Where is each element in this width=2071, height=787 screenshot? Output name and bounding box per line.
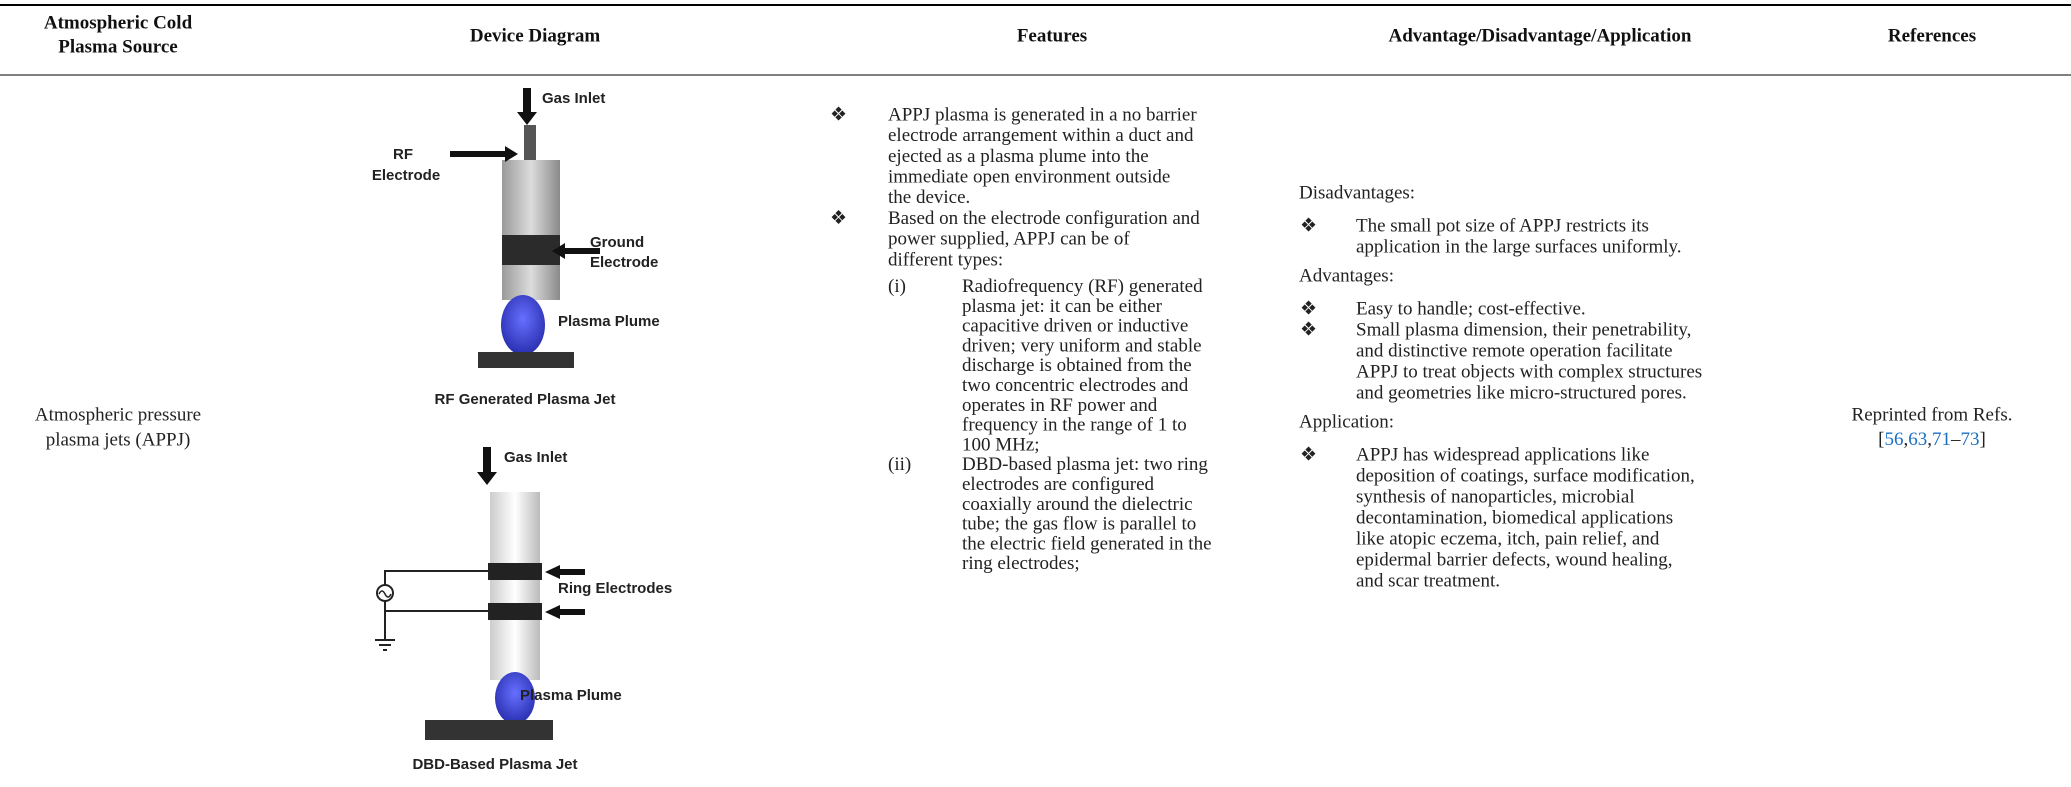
subitem-text: discharge is obtained from the <box>962 355 1192 376</box>
citation-punct: ] <box>1980 429 1986 450</box>
subitem-text: operates in RF power and <box>962 395 1158 416</box>
feature-text: different types: <box>888 249 1003 270</box>
analysis-text: APPJ has widespread applications like <box>1356 444 1649 465</box>
subitem-text: plasma jet: it can be either <box>962 296 1163 317</box>
rf-jet-drawing <box>450 88 600 368</box>
diagram-label: Plasma Plume <box>520 687 622 704</box>
subitem-text: electrodes are configured <box>962 474 1155 495</box>
diagram-label: Electrode <box>372 167 440 184</box>
diagram-caption: DBD-Based Plasma Jet <box>412 756 577 773</box>
diagram-label: Ring Electrodes <box>558 580 672 597</box>
reference-link[interactable]: 71 <box>1932 429 1951 450</box>
analysis-text: application in the large surfaces unifor… <box>1356 236 1682 257</box>
citation: [56,63,71–73] <box>1878 429 1986 450</box>
subitem-label: (ii) <box>888 454 911 475</box>
reference-link[interactable]: 73 <box>1961 429 1980 450</box>
subitem-text: the electric field generated in the <box>962 533 1212 554</box>
bullet: ❖ <box>1300 298 1317 319</box>
column-header: Features <box>1017 25 1087 46</box>
analysis-text: The small pot size of APPJ restricts its <box>1356 215 1649 236</box>
diagram-label: Gas Inlet <box>504 449 567 466</box>
diagram-label: Electrode <box>590 254 658 271</box>
diagram-label: Ground <box>590 234 644 251</box>
diagram-label: Gas Inlet <box>542 90 605 107</box>
diagram-label: Plasma Plume <box>558 313 660 330</box>
diagram-label: RF <box>393 146 413 163</box>
feature-text: the device. <box>888 187 970 208</box>
subitem-text: Radiofrequency (RF) generated <box>962 276 1203 297</box>
diagram-caption: RF Generated Plasma Jet <box>435 391 616 408</box>
bullet: ❖ <box>1300 215 1317 236</box>
reference-link[interactable]: 56 <box>1885 429 1904 450</box>
bullet: ❖ <box>1300 444 1317 465</box>
analysis-text: APPJ to treat objects with complex struc… <box>1356 361 1702 382</box>
analysis-text: and scar treatment. <box>1356 570 1500 591</box>
bullet: ❖ <box>830 104 847 125</box>
bullet: ❖ <box>830 208 847 229</box>
section-heading: Advantages: <box>1299 265 1394 286</box>
column-header: Advantage/Disadvantage/Application <box>1389 25 1692 46</box>
subitem-text: frequency in the range of 1 to <box>962 415 1187 436</box>
column-header: Plasma Source <box>58 36 177 57</box>
reference-text: Reprinted from Refs. <box>1852 404 2013 425</box>
source-name: Atmospheric pressure <box>35 404 201 425</box>
section-heading: Disadvantages: <box>1299 182 1415 203</box>
feature-text: ejected as a plasma plume into the <box>888 146 1149 167</box>
feature-text: APPJ plasma is generated in a no barrier <box>888 104 1197 125</box>
subitem-text: driven; very uniform and stable <box>962 335 1202 356</box>
dbd-jet-drawing <box>375 447 585 740</box>
analysis-text: deposition of coatings, surface modifica… <box>1356 465 1695 486</box>
subitem-text: two concentric electrodes and <box>962 375 1189 396</box>
analysis-text: and geometries like micro-structured por… <box>1356 382 1687 403</box>
citation-punct: – <box>1950 429 1961 450</box>
analysis-text: like atopic eczema, itch, pain relief, a… <box>1356 528 1660 549</box>
subitem-text: coaxially around the dielectric <box>962 494 1193 515</box>
section-heading: Application: <box>1299 411 1394 432</box>
reference-link[interactable]: 63 <box>1908 429 1927 450</box>
analysis-text: Small plasma dimension, their penetrabil… <box>1356 319 1691 340</box>
subitem-label: (i) <box>888 276 906 297</box>
column-header: Atmospheric Cold <box>44 12 193 33</box>
citation-punct: [ <box>1878 429 1884 450</box>
source-name: plasma jets (APPJ) <box>46 429 191 450</box>
analysis-text: epidermal barrier defects, wound healing… <box>1356 549 1673 570</box>
feature-text: electrode arrangement within a duct and <box>888 125 1194 146</box>
analysis-text: synthesis of nanoparticles, microbial <box>1356 486 1635 507</box>
citation-punct: , <box>1927 429 1932 450</box>
analysis-text: Easy to handle; cost-effective. <box>1356 298 1586 319</box>
column-header: References <box>1888 25 1976 46</box>
feature-text: immediate open environment outside <box>888 166 1170 187</box>
column-header: Device Diagram <box>470 25 600 46</box>
analysis-text: and distinctive remote operation facilit… <box>1356 340 1673 361</box>
subitem-text: DBD-based plasma jet: two ring <box>962 454 1208 475</box>
subitem-text: 100 MHz; <box>962 434 1040 455</box>
feature-text: Based on the electrode configuration and <box>888 208 1200 229</box>
subitem-text: ring electrodes; <box>962 553 1080 574</box>
subitem-text: tube; the gas flow is parallel to <box>962 514 1196 535</box>
citation-punct: , <box>1904 429 1909 450</box>
feature-text: power supplied, APPJ can be of <box>888 229 1130 250</box>
subitem-text: capacitive driven or inductive <box>962 316 1188 337</box>
bullet: ❖ <box>1300 319 1317 340</box>
analysis-text: decontamination, biomedical applications <box>1356 507 1673 528</box>
